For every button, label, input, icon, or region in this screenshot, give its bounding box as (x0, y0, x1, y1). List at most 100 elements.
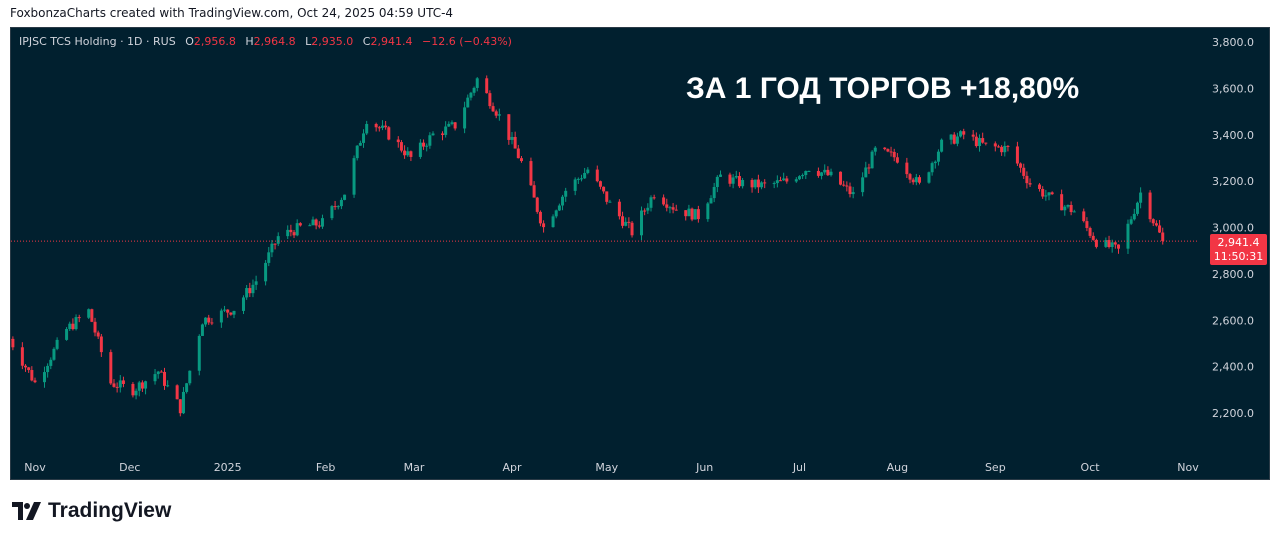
candle-body (905, 162, 909, 175)
candles-layer (11, 75, 1199, 417)
candle-body (210, 322, 214, 324)
candle-body (687, 208, 691, 217)
candle-body (1066, 204, 1070, 207)
candle-body (27, 367, 31, 371)
candle-body (848, 186, 852, 195)
y-tick-label: 3,000.0 (1212, 222, 1254, 235)
candle-body (535, 197, 539, 212)
candle-body (959, 131, 963, 137)
candle-body (579, 178, 583, 180)
candle-body (914, 177, 918, 183)
candle-body (298, 223, 302, 226)
candle-body (861, 177, 865, 193)
candle-body (65, 328, 69, 340)
symbol-name: IPJSC TCS Holding · 1D · RUS (19, 35, 176, 48)
candle-body (453, 122, 457, 129)
candle-body (753, 179, 757, 188)
candle-body (538, 211, 542, 224)
candle-body (264, 262, 268, 282)
candle-body (690, 208, 694, 220)
candle-body (608, 201, 612, 203)
candle-body (1063, 206, 1067, 211)
candle-body (1060, 194, 1064, 211)
candle-body (93, 321, 97, 333)
candle-body (245, 288, 249, 298)
candle-body (826, 169, 830, 176)
candle-body (140, 382, 144, 389)
candle-body (917, 177, 921, 183)
y-tick-label: 3,400.0 (1212, 129, 1254, 142)
candle-body (491, 106, 495, 112)
candle-body (561, 196, 565, 206)
candle-body (750, 180, 754, 188)
candle-body (403, 150, 407, 156)
candle-body (163, 371, 167, 386)
candle-body (851, 192, 855, 195)
y-tick-label: 2,200.0 (1212, 407, 1254, 420)
candle-body (1006, 145, 1010, 147)
candle-body (532, 185, 536, 198)
candle-body (374, 123, 378, 128)
candle-body (1139, 192, 1143, 203)
chart-panel[interactable]: 2,200.0 2,400.0 2,600.0 2,800.0 3,000.0 3,200… (10, 27, 1270, 480)
candle-body (760, 182, 764, 188)
candle-body (962, 131, 966, 135)
price-chart[interactable]: 2,200.0 2,400.0 2,600.0 2,800.0 3,000.0 3,200… (11, 28, 1269, 479)
candle-body (542, 223, 546, 228)
candle-body (643, 210, 647, 212)
y-tick-label: 3,800.0 (1212, 36, 1254, 49)
candle-body (181, 391, 185, 414)
close-value: 2,941.4 (370, 35, 413, 48)
candle-body (671, 207, 675, 210)
y-tick-label: 2,800.0 (1212, 268, 1254, 281)
candle-body (984, 142, 988, 144)
candle-body (1158, 225, 1162, 233)
candle-body (507, 114, 511, 140)
candle-body (267, 252, 271, 263)
candle-body (696, 209, 700, 220)
candle-body (576, 178, 580, 180)
x-tick-label: Jul (792, 461, 806, 474)
candle-body (1019, 163, 1023, 168)
candle-body (870, 151, 874, 169)
candle-body (911, 179, 915, 183)
candle-body (624, 221, 628, 226)
candle-body (952, 134, 956, 144)
candle-body (807, 170, 811, 172)
candle-body (1104, 240, 1108, 247)
candle-body (602, 186, 606, 192)
candle-body (1129, 219, 1133, 224)
candle-body (317, 225, 321, 227)
x-tick-label: Feb (316, 461, 335, 474)
candle-body (24, 365, 28, 368)
candle-body (118, 380, 122, 388)
candle-body (229, 312, 233, 315)
candle-body (377, 127, 381, 129)
candle-body (1003, 145, 1007, 153)
low-value: 2,935.0 (311, 35, 354, 48)
candle-body (251, 284, 255, 294)
candle-body (662, 197, 666, 205)
candle-body (292, 232, 296, 236)
change-value: −12.6 (−0.43%) (421, 35, 512, 48)
candle-body (715, 176, 719, 188)
candle-body (112, 383, 116, 387)
candle-body (96, 332, 100, 337)
candle-body (406, 151, 410, 156)
candle-body (49, 359, 53, 366)
candle-body (333, 206, 337, 208)
tradingview-logo[interactable]: TradingView (12, 499, 171, 523)
candle-body (175, 385, 179, 400)
candle-body (295, 223, 299, 236)
x-tick-label: Oct (1081, 461, 1101, 474)
candle-body (485, 78, 489, 94)
candle-body (121, 380, 125, 384)
close-label: C (362, 35, 371, 48)
candle-body (737, 176, 741, 187)
y-tick-label: 2,400.0 (1212, 361, 1254, 374)
candle-body (1085, 221, 1089, 228)
candle-body (11, 338, 15, 348)
candle-body (933, 161, 937, 164)
y-tick-label: 3,200.0 (1212, 175, 1254, 188)
chart-credit: FoxbonzaCharts created with TradingView.… (10, 6, 454, 20)
